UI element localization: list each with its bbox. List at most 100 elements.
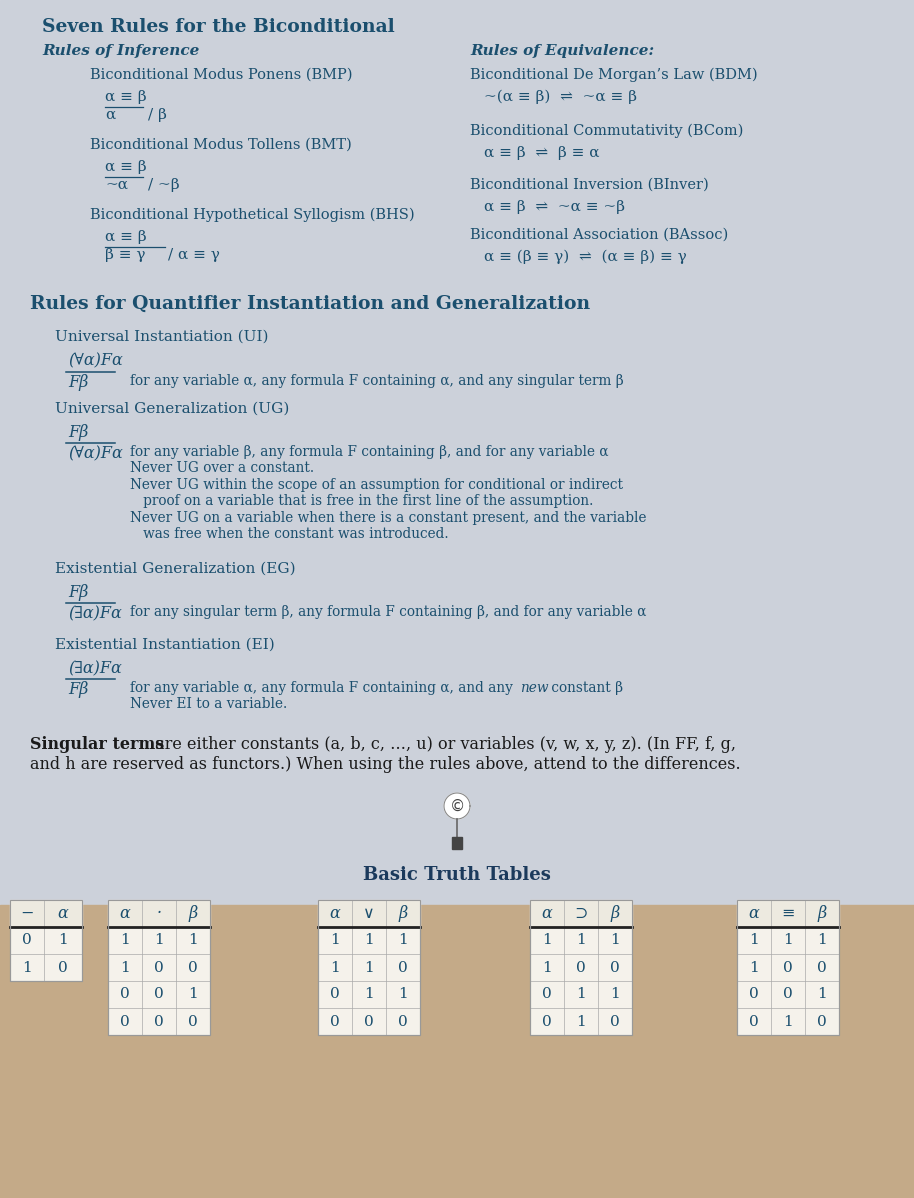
Bar bbox=[318, 900, 420, 927]
Text: 0: 0 bbox=[611, 1015, 620, 1029]
Text: 0: 0 bbox=[330, 987, 340, 1002]
Text: proof on a variable that is free in the first line of the assumption.: proof on a variable that is free in the … bbox=[130, 495, 593, 508]
Text: 0: 0 bbox=[22, 933, 32, 948]
Text: Biconditional Association (BAssoc): Biconditional Association (BAssoc) bbox=[470, 228, 728, 242]
Text: Rules for Quantifier Instantiation and Generalization: Rules for Quantifier Instantiation and G… bbox=[30, 295, 590, 313]
Text: / β: / β bbox=[148, 108, 167, 122]
Text: 1: 1 bbox=[58, 933, 68, 948]
Text: are either constants (a, b, c, …, u) or variables (v, w, x, y, z). (In FF, f, g,: are either constants (a, b, c, …, u) or … bbox=[150, 736, 736, 754]
Text: 1: 1 bbox=[783, 933, 792, 948]
Text: Fβ: Fβ bbox=[68, 424, 89, 441]
Text: β: β bbox=[817, 904, 826, 922]
Text: Biconditional Hypothetical Syllogism (BHS): Biconditional Hypothetical Syllogism (BH… bbox=[90, 208, 415, 223]
Text: 1: 1 bbox=[22, 961, 32, 974]
Text: Fβ: Fβ bbox=[68, 680, 89, 698]
Text: 0: 0 bbox=[749, 987, 759, 1002]
Text: 1: 1 bbox=[399, 987, 408, 1002]
Text: 0: 0 bbox=[188, 1015, 197, 1029]
Bar bbox=[737, 900, 839, 1035]
Text: ∨: ∨ bbox=[363, 904, 375, 922]
Text: 0: 0 bbox=[399, 961, 408, 974]
Text: 0: 0 bbox=[120, 1015, 130, 1029]
Text: β ≡ γ: β ≡ γ bbox=[105, 248, 145, 262]
Text: 0: 0 bbox=[154, 1015, 164, 1029]
Text: α ≡ β: α ≡ β bbox=[105, 230, 146, 244]
Text: β: β bbox=[188, 904, 197, 922]
Text: ·: · bbox=[156, 904, 162, 922]
Text: 0: 0 bbox=[364, 1015, 374, 1029]
Text: constant β: constant β bbox=[547, 680, 623, 695]
Text: 1: 1 bbox=[542, 961, 552, 974]
Bar bbox=[530, 900, 632, 927]
Text: α: α bbox=[542, 904, 552, 922]
Text: 1: 1 bbox=[542, 933, 552, 948]
Text: Biconditional De Morgan’s Law (BDM): Biconditional De Morgan’s Law (BDM) bbox=[470, 68, 758, 83]
Polygon shape bbox=[444, 793, 470, 819]
Text: 0: 0 bbox=[58, 961, 68, 974]
Text: 1: 1 bbox=[120, 933, 130, 948]
Text: 0: 0 bbox=[330, 1015, 340, 1029]
Bar bbox=[108, 900, 210, 1035]
Bar bbox=[10, 900, 82, 981]
Text: 0: 0 bbox=[817, 1015, 827, 1029]
Text: 1: 1 bbox=[817, 987, 827, 1002]
Text: Never EI to a variable.: Never EI to a variable. bbox=[130, 697, 287, 712]
Text: 1: 1 bbox=[611, 987, 620, 1002]
Text: / α ≡ γ: / α ≡ γ bbox=[168, 248, 220, 262]
Bar bbox=[108, 900, 210, 927]
Text: 1: 1 bbox=[399, 933, 408, 948]
Text: / ~β: / ~β bbox=[148, 179, 180, 192]
Text: Existential Generalization (EG): Existential Generalization (EG) bbox=[55, 562, 295, 576]
Text: 0: 0 bbox=[188, 961, 197, 974]
Text: α: α bbox=[120, 904, 131, 922]
Text: Fβ: Fβ bbox=[68, 583, 89, 601]
Text: Biconditional Modus Ponens (BMP): Biconditional Modus Ponens (BMP) bbox=[90, 68, 353, 81]
Text: ©: © bbox=[450, 799, 464, 813]
Bar bbox=[318, 900, 420, 1035]
Bar bbox=[737, 900, 839, 927]
Text: for any variable β, any formula F containing β, and for any variable α: for any variable β, any formula F contai… bbox=[130, 444, 609, 459]
Text: α ≡ β: α ≡ β bbox=[105, 90, 146, 104]
Text: Never UG on a variable when there is a constant present, and the variable: Never UG on a variable when there is a c… bbox=[130, 512, 646, 525]
Text: Biconditional Modus Tollens (BMT): Biconditional Modus Tollens (BMT) bbox=[90, 138, 352, 152]
Text: 1: 1 bbox=[188, 933, 197, 948]
Text: 0: 0 bbox=[783, 987, 792, 1002]
Text: α: α bbox=[105, 108, 115, 122]
Text: Never UG within the scope of an assumption for conditional or indirect: Never UG within the scope of an assumpti… bbox=[130, 478, 623, 492]
Text: Universal Instantiation (UI): Universal Instantiation (UI) bbox=[55, 329, 269, 344]
Text: 0: 0 bbox=[611, 961, 620, 974]
Text: Fβ: Fβ bbox=[68, 374, 89, 391]
Text: 1: 1 bbox=[576, 987, 586, 1002]
Text: Biconditional Commutativity (BCom): Biconditional Commutativity (BCom) bbox=[470, 125, 743, 139]
Bar bbox=[0, 904, 914, 1198]
Text: 0: 0 bbox=[154, 961, 164, 974]
Text: 0: 0 bbox=[576, 961, 586, 974]
Text: ~(α ≡ β)  ⇌  ~α ≡ β: ~(α ≡ β) ⇌ ~α ≡ β bbox=[484, 90, 637, 104]
Text: 0: 0 bbox=[783, 961, 792, 974]
Text: ~α: ~α bbox=[105, 179, 128, 192]
Text: 0: 0 bbox=[749, 1015, 759, 1029]
Text: new: new bbox=[520, 680, 548, 695]
Text: Seven Rules for the Biconditional: Seven Rules for the Biconditional bbox=[42, 18, 395, 36]
Text: ≡: ≡ bbox=[781, 904, 794, 922]
Text: −: − bbox=[20, 904, 34, 922]
Text: α ≡ β: α ≡ β bbox=[105, 161, 146, 174]
Text: 1: 1 bbox=[783, 1015, 792, 1029]
Bar bbox=[108, 900, 210, 1035]
Text: 1: 1 bbox=[611, 933, 620, 948]
Text: α ≡ β  ⇌  ~α ≡ ~β: α ≡ β ⇌ ~α ≡ ~β bbox=[484, 200, 625, 214]
Text: Existential Instantiation (EI): Existential Instantiation (EI) bbox=[55, 639, 275, 652]
Text: Basic Truth Tables: Basic Truth Tables bbox=[363, 866, 551, 884]
Bar bbox=[10, 900, 82, 981]
Bar bbox=[10, 900, 82, 927]
Text: 1: 1 bbox=[330, 961, 340, 974]
Bar bbox=[737, 900, 839, 1035]
Bar bbox=[452, 837, 462, 849]
Text: for any variable α, any formula F containing α, and any singular term β: for any variable α, any formula F contai… bbox=[130, 374, 623, 388]
Text: Biconditional Inversion (BInver): Biconditional Inversion (BInver) bbox=[470, 179, 708, 192]
Text: 1: 1 bbox=[749, 961, 759, 974]
Text: (∀α)Fα: (∀α)Fα bbox=[68, 444, 122, 462]
Text: and h are reserved as functors.) When using the rules above, attend to the diffe: and h are reserved as functors.) When us… bbox=[30, 756, 740, 773]
Text: (∃α)Fα: (∃α)Fα bbox=[68, 660, 122, 677]
Text: Singular terms: Singular terms bbox=[30, 736, 165, 754]
